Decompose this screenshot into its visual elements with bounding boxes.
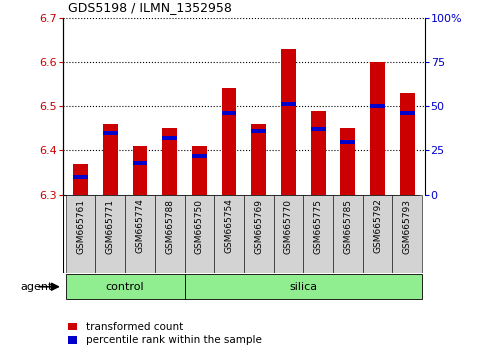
Text: GSM665788: GSM665788 bbox=[165, 199, 174, 253]
Bar bbox=[370, 104, 385, 108]
FancyBboxPatch shape bbox=[392, 195, 422, 273]
Bar bbox=[222, 111, 237, 115]
Text: control: control bbox=[106, 282, 144, 292]
FancyBboxPatch shape bbox=[244, 195, 273, 273]
Bar bbox=[103, 124, 118, 195]
FancyBboxPatch shape bbox=[66, 274, 185, 299]
FancyBboxPatch shape bbox=[96, 195, 125, 273]
Bar bbox=[103, 131, 118, 135]
Text: GSM665792: GSM665792 bbox=[373, 199, 382, 253]
Bar bbox=[132, 146, 147, 195]
Bar bbox=[400, 111, 414, 115]
Text: GSM665793: GSM665793 bbox=[403, 199, 412, 253]
Text: agent: agent bbox=[21, 282, 53, 292]
FancyBboxPatch shape bbox=[185, 195, 214, 273]
FancyBboxPatch shape bbox=[273, 195, 303, 273]
Bar bbox=[341, 139, 355, 144]
Bar bbox=[370, 62, 385, 195]
Bar bbox=[132, 161, 147, 165]
Bar bbox=[192, 154, 207, 158]
Bar bbox=[311, 110, 326, 195]
FancyBboxPatch shape bbox=[185, 274, 422, 299]
FancyBboxPatch shape bbox=[66, 195, 96, 273]
FancyBboxPatch shape bbox=[125, 195, 155, 273]
FancyBboxPatch shape bbox=[333, 195, 363, 273]
FancyBboxPatch shape bbox=[214, 195, 244, 273]
Bar bbox=[162, 136, 177, 140]
Text: GSM665761: GSM665761 bbox=[76, 199, 85, 253]
FancyBboxPatch shape bbox=[363, 195, 392, 273]
FancyBboxPatch shape bbox=[303, 195, 333, 273]
Bar bbox=[222, 88, 237, 195]
FancyBboxPatch shape bbox=[155, 195, 185, 273]
Text: GDS5198 / ILMN_1352958: GDS5198 / ILMN_1352958 bbox=[68, 1, 231, 14]
Text: GSM665754: GSM665754 bbox=[225, 199, 234, 253]
Text: GSM665750: GSM665750 bbox=[195, 199, 204, 253]
Text: GSM665770: GSM665770 bbox=[284, 199, 293, 253]
Bar bbox=[251, 124, 266, 195]
Bar bbox=[281, 102, 296, 107]
Text: GSM665771: GSM665771 bbox=[106, 199, 115, 253]
Text: GSM665785: GSM665785 bbox=[343, 199, 352, 253]
Bar bbox=[400, 93, 414, 195]
Bar bbox=[311, 127, 326, 131]
Bar bbox=[73, 164, 88, 195]
Bar bbox=[341, 128, 355, 195]
Bar bbox=[281, 48, 296, 195]
Legend: transformed count, percentile rank within the sample: transformed count, percentile rank withi… bbox=[68, 322, 262, 345]
Text: GSM665775: GSM665775 bbox=[313, 199, 323, 253]
Bar bbox=[192, 146, 207, 195]
Bar bbox=[162, 128, 177, 195]
Text: GSM665774: GSM665774 bbox=[136, 199, 144, 253]
Text: GSM665769: GSM665769 bbox=[254, 199, 263, 253]
Text: silica: silica bbox=[289, 282, 317, 292]
Bar bbox=[251, 129, 266, 133]
Bar bbox=[73, 175, 88, 179]
